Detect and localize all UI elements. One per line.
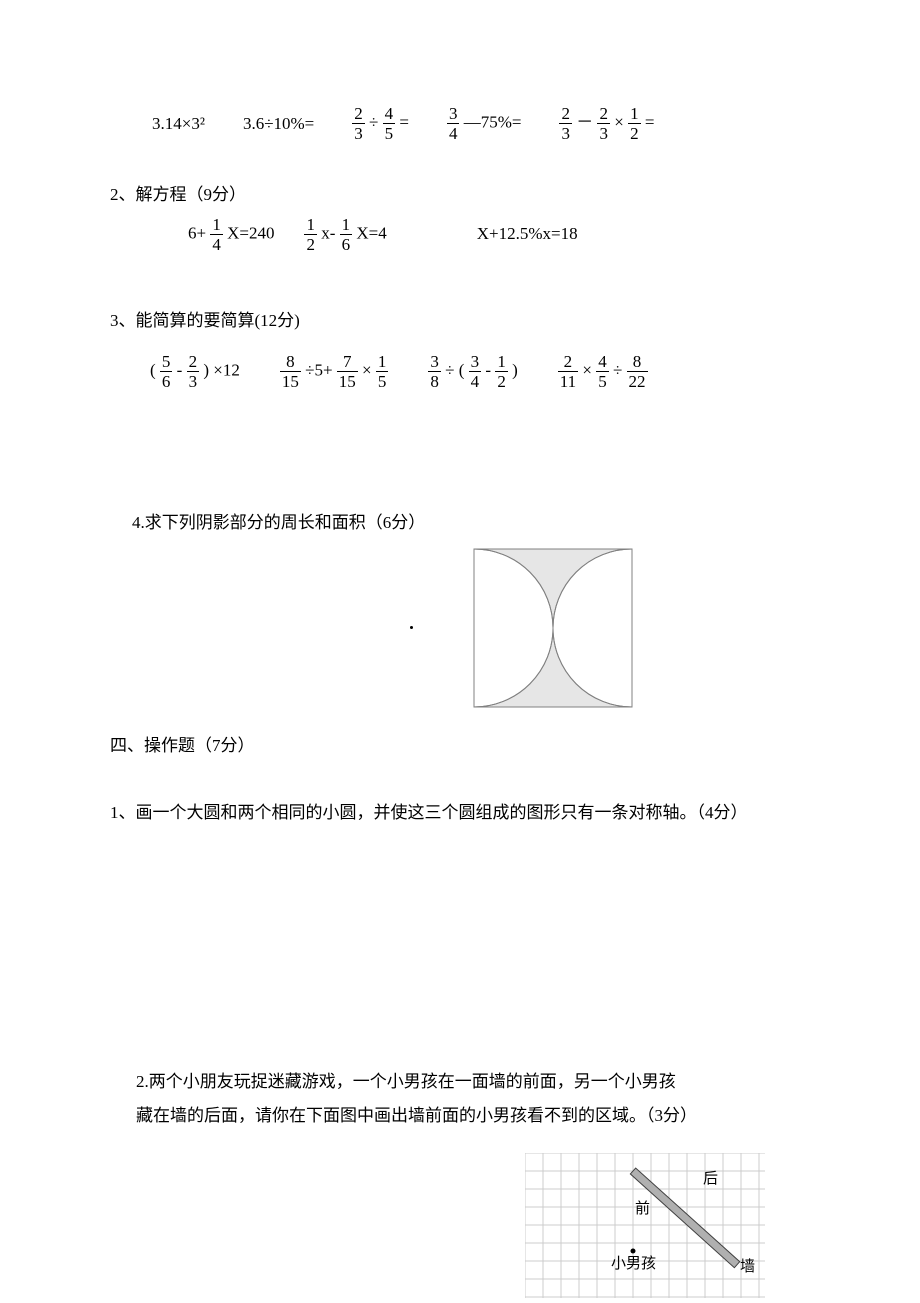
- q3-e2: 815 ÷5+ 715 × 15: [280, 353, 389, 390]
- hide-seek-figure: 前 后 小男孩 墙: [525, 1153, 810, 1298]
- q4-2-text: 2.两个小朋友玩捉迷藏游戏，一个小男孩在一面墙的前面，另一个小男孩 藏在墙的后面…: [136, 1065, 810, 1133]
- expr-2: 3.6÷10%=: [243, 111, 314, 137]
- section-4-title: 四、操作题（7分）: [110, 733, 810, 759]
- q3-equations: ( 56 - 23 ) ×12 815 ÷5+ 715 × 15 38 ÷ ( …: [150, 353, 810, 390]
- label-back: 后: [703, 1170, 718, 1187]
- q3-e1: ( 56 - 23 ) ×12: [150, 353, 240, 390]
- q4-2-line1: 2.两个小朋友玩捉迷藏游戏，一个小男孩在一面墙的前面，另一个小男孩: [136, 1065, 810, 1099]
- q4-2-line2: 藏在墙的后面，请你在下面图中画出墙前面的小男孩看不到的区域。（3分）: [136, 1099, 810, 1133]
- expr-3: 23 ÷ 45 =: [352, 105, 409, 142]
- center-dot-icon: [410, 626, 413, 629]
- q3-e4: 211 × 45 ÷ 822: [558, 353, 648, 390]
- calc-row-1: 3.14×3² 3.6÷10%= 23 ÷ 45 = 34 —75%= 23 －…: [152, 105, 810, 142]
- q2-equations: 6+ 14 X=240 12 x- 16 X=4 X+12.5%x=18: [188, 216, 810, 253]
- expr-1: 3.14×3²: [152, 111, 205, 137]
- q3-e3: 38 ÷ ( 34 - 12 ): [428, 353, 517, 390]
- q4-1-text: 1、画一个大圆和两个相同的小圆，并使这三个圆组成的图形只有一条对称轴。（4分）: [110, 796, 810, 830]
- q2-e2: 12 x- 16 X=4: [304, 216, 386, 253]
- label-wall: 墙: [740, 1258, 755, 1275]
- expr-4: 34 —75%=: [447, 105, 522, 142]
- shaded-figure-row: [110, 548, 810, 708]
- q3-title: 3、能简算的要简算(12分): [110, 308, 810, 334]
- q4-title: 4.求下列阴影部分的周长和面积（6分）: [132, 510, 810, 536]
- label-boy: 小男孩: [611, 1255, 656, 1272]
- label-front: 前: [635, 1200, 650, 1217]
- q2-title: 2、解方程（9分）: [110, 182, 810, 208]
- q2-e3: X+12.5%x=18: [477, 221, 578, 247]
- shaded-square-figure: [473, 548, 633, 708]
- q2-e1: 6+ 14 X=240: [188, 216, 274, 253]
- expr-5: 23 － 23 × 12 =: [559, 105, 654, 142]
